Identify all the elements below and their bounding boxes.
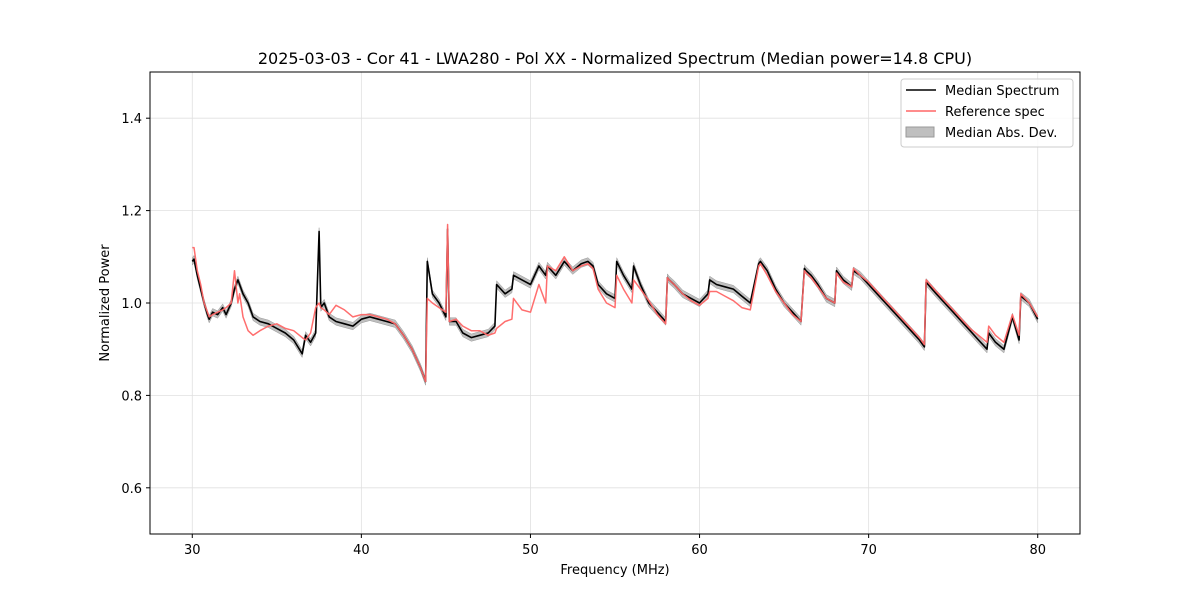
y-tick-label: 0.8 (121, 389, 142, 404)
mad-band (192, 225, 1038, 386)
legend-reference-label: Reference spec (945, 105, 1045, 120)
y-tick-label: 1.4 (121, 112, 142, 127)
median-spectrum-line (191, 228, 1039, 383)
series-layer (191, 223, 1039, 383)
legend-box (900, 78, 1074, 148)
chart-title: 2025-03-03 - Cor 41 - LWA280 - Pol XX - … (258, 49, 972, 68)
y-axis-label: Normalized Power (98, 244, 113, 362)
legend-median-label: Median Spectrum (945, 84, 1059, 99)
x-tick-label: 60 (691, 543, 708, 558)
x-tick-label: 40 (353, 543, 370, 558)
mad-band-area (192, 225, 1038, 386)
legend-mad-label: Median Abs. Dev. (945, 126, 1057, 141)
x-axis-ticks: 30 40 50 60 70 80 (184, 534, 1046, 558)
legend: Median Spectrum Reference spec Median Ab… (900, 78, 1074, 148)
legend-mad-swatch (905, 126, 935, 138)
y-tick-label: 0.6 (121, 482, 142, 497)
x-axis-label: Frequency (MHz) (560, 563, 669, 578)
y-axis-ticks: 0.6 0.8 1.0 1.2 1.4 (121, 112, 150, 497)
x-tick-label: 80 (1029, 543, 1046, 558)
y-tick-label: 1.2 (121, 205, 142, 220)
reference-spec-line (192, 223, 1039, 383)
y-tick-label: 1.0 (121, 297, 142, 312)
x-tick-label: 50 (522, 543, 539, 558)
x-tick-label: 70 (860, 543, 877, 558)
x-tick-label: 30 (184, 543, 201, 558)
